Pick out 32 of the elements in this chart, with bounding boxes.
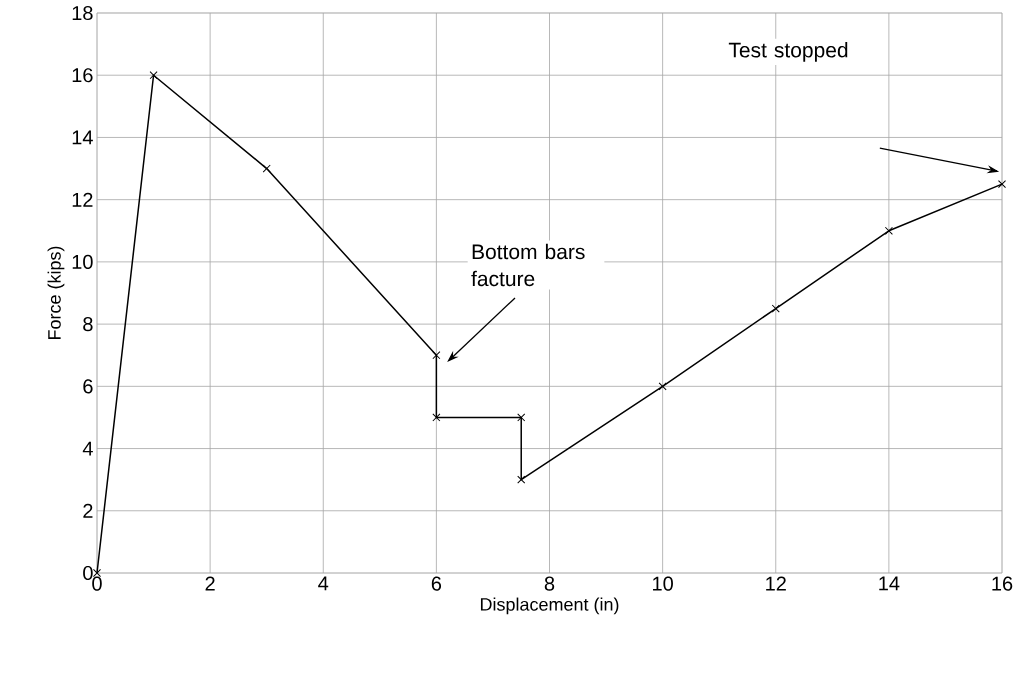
x-tick-label: 10 — [653, 576, 673, 591]
point — [262, 164, 271, 173]
y-tick-label: 16 — [72, 68, 93, 83]
point — [517, 475, 526, 484]
point — [432, 413, 441, 422]
point — [517, 413, 526, 422]
y-tick-label: 14 — [72, 130, 93, 145]
x-tick-label: 16 — [992, 576, 1013, 591]
y-tick-label: 8 — [83, 317, 93, 332]
point — [884, 226, 893, 235]
point — [658, 382, 667, 391]
y-tick-label: 2 — [83, 503, 93, 518]
point — [771, 304, 780, 313]
x-tick-label: 14 — [879, 576, 900, 591]
y-tick-label: 6 — [83, 379, 93, 394]
x-tick-label: 6 — [431, 576, 442, 591]
y-tick-label: 18 — [72, 5, 93, 21]
point — [149, 71, 158, 80]
y-tick-label: 10 — [72, 254, 93, 269]
y-axis-title: Force (kips) — [47, 246, 65, 340]
annotation: Bottom bars facture — [471, 243, 585, 287]
x-tick-label: 8 — [544, 576, 555, 591]
x-axis-title: Displacement (in) — [480, 597, 619, 615]
y-tick-label: 0 — [83, 565, 93, 581]
point — [997, 180, 1007, 189]
x-tick-label: 2 — [205, 576, 215, 591]
annotation: Test stopped — [728, 42, 848, 62]
x-tick-label: 12 — [766, 576, 786, 591]
x-tick-label: 4 — [318, 576, 329, 591]
point — [432, 351, 441, 360]
y-tick-label: 4 — [82, 441, 93, 456]
y-tick-label: 12 — [72, 192, 93, 207]
